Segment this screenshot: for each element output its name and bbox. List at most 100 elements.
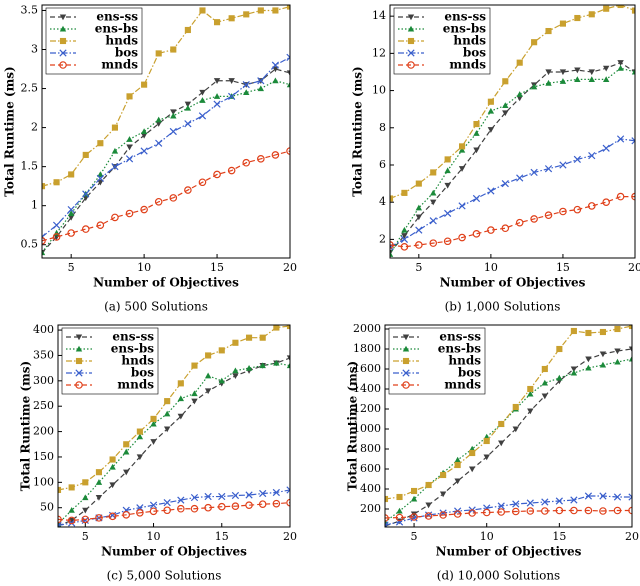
marker xyxy=(430,189,437,196)
marker xyxy=(169,194,178,202)
marker xyxy=(109,456,116,463)
legend-marker xyxy=(407,25,415,32)
marker xyxy=(271,61,280,69)
marker xyxy=(245,364,253,371)
marker xyxy=(439,511,447,519)
series-line xyxy=(390,196,635,248)
marker xyxy=(155,50,162,57)
plot-frame xyxy=(57,324,291,528)
marker xyxy=(541,507,549,515)
x-tick-label: 15 xyxy=(556,261,570,274)
marker xyxy=(273,359,280,366)
marker xyxy=(401,226,408,233)
marker xyxy=(502,110,509,117)
y-tick-label: 50 xyxy=(40,501,54,514)
marker xyxy=(286,325,290,330)
marker xyxy=(526,499,534,507)
y-axis-label: Total Runtime (ms) xyxy=(19,361,33,491)
marker xyxy=(199,89,206,96)
x-tick-label: 15 xyxy=(210,261,224,274)
y-tick-label: 2 xyxy=(379,232,386,245)
legend-label: ens-ss xyxy=(439,330,481,344)
marker xyxy=(454,461,461,469)
marker xyxy=(501,224,510,233)
legend-label: ens-bs xyxy=(111,342,154,356)
marker xyxy=(585,329,592,337)
marker xyxy=(228,78,235,84)
series-line xyxy=(385,348,632,527)
marker xyxy=(395,513,404,522)
marker xyxy=(487,107,495,114)
marker xyxy=(204,388,212,395)
y-tick-label: 1800 xyxy=(353,342,381,355)
marker xyxy=(108,511,117,519)
marker xyxy=(498,440,505,447)
x-tick-label: 5 xyxy=(415,261,422,274)
y-tick-label: 200 xyxy=(360,502,381,515)
y-tick-label: 10 xyxy=(372,84,386,97)
legend-marker xyxy=(75,357,83,365)
marker xyxy=(140,128,148,135)
marker xyxy=(588,76,595,82)
series xyxy=(42,5,290,190)
marker xyxy=(628,355,632,362)
marker xyxy=(613,493,622,501)
marker xyxy=(573,205,582,214)
marker xyxy=(95,479,103,485)
marker xyxy=(516,174,524,182)
marker xyxy=(286,81,290,88)
marker xyxy=(96,221,105,230)
marker xyxy=(257,7,264,14)
marker xyxy=(400,243,409,251)
marker xyxy=(570,366,578,373)
plot-frame xyxy=(41,4,291,259)
marker xyxy=(516,95,523,102)
marker xyxy=(177,496,185,504)
marker xyxy=(415,241,423,249)
marker xyxy=(400,235,409,244)
marker xyxy=(584,506,593,515)
y-tick-label: 250 xyxy=(33,399,54,412)
marker xyxy=(97,171,104,178)
marker xyxy=(95,495,103,501)
marker xyxy=(501,179,509,188)
marker xyxy=(109,482,116,489)
marker xyxy=(559,207,567,216)
series xyxy=(42,66,290,256)
y-tick-label: 1.5 xyxy=(21,160,39,173)
marker xyxy=(401,233,408,239)
marker xyxy=(97,140,104,147)
marker xyxy=(545,27,552,35)
marker xyxy=(603,5,610,12)
marker xyxy=(111,124,119,131)
marker xyxy=(401,189,408,196)
marker xyxy=(227,166,236,175)
marker xyxy=(82,507,89,514)
marker xyxy=(570,369,578,376)
marker xyxy=(136,508,144,517)
marker xyxy=(257,155,265,163)
marker xyxy=(213,93,221,99)
marker xyxy=(154,197,163,206)
marker xyxy=(123,448,130,455)
marker xyxy=(109,463,116,470)
marker xyxy=(512,426,519,433)
marker xyxy=(258,500,267,508)
marker xyxy=(259,489,267,498)
series-line xyxy=(58,362,290,525)
marker xyxy=(631,7,635,14)
marker xyxy=(58,515,62,524)
marker xyxy=(530,83,538,90)
marker xyxy=(199,7,206,14)
marker xyxy=(385,521,389,527)
marker xyxy=(155,121,162,127)
marker xyxy=(511,507,520,516)
marker xyxy=(245,334,253,341)
marker xyxy=(584,492,593,500)
marker xyxy=(599,507,607,515)
series-line xyxy=(390,67,635,255)
marker xyxy=(141,81,148,88)
legend-marker xyxy=(59,14,67,21)
marker xyxy=(530,215,538,223)
marker xyxy=(198,112,207,120)
